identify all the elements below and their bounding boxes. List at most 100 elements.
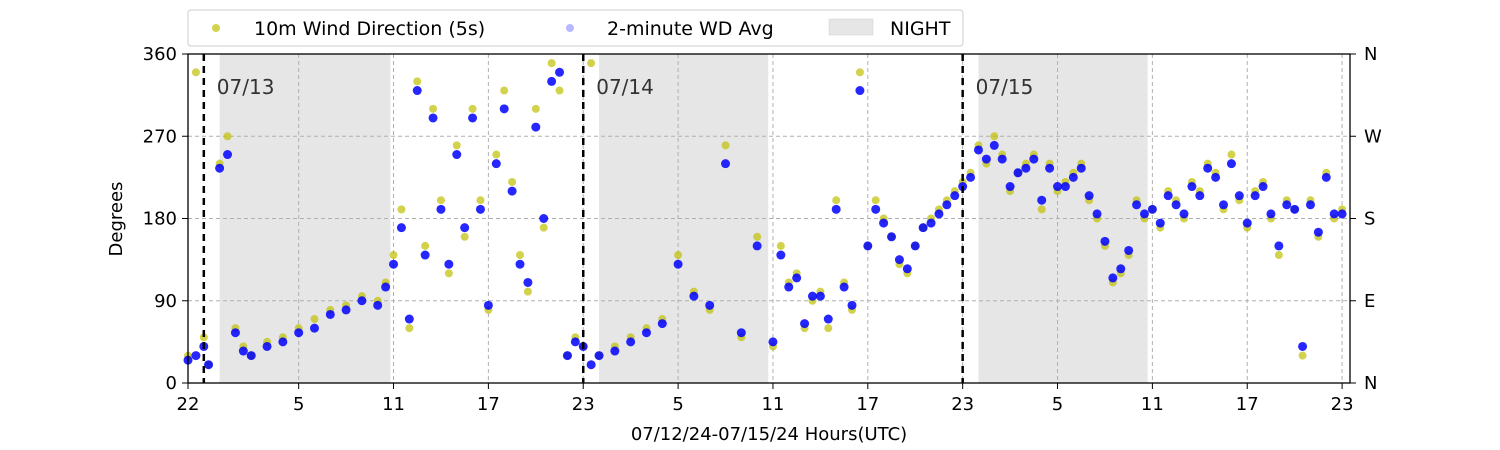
data-point [871, 196, 880, 205]
data-point [444, 269, 453, 278]
data-point [800, 319, 810, 329]
data-point [309, 323, 319, 333]
data-point [1108, 273, 1118, 283]
x-tick-label: 5 [672, 394, 683, 415]
data-point [1029, 154, 1039, 164]
x-tick-label: 5 [1052, 394, 1063, 415]
legend: 10m Wind Direction (5s) 2-minute WD Avg … [187, 9, 964, 47]
night-span-1 [599, 54, 769, 383]
data-point [396, 223, 406, 233]
data-point [223, 132, 232, 141]
data-point [1195, 191, 1205, 201]
data-point [452, 141, 461, 150]
data-point [1092, 209, 1102, 219]
y-axis-left: 0 90 180 270 360 [143, 44, 188, 394]
data-point [389, 251, 398, 260]
data-point [507, 186, 517, 196]
data-point [610, 346, 620, 356]
y-axis-title: Degrees [106, 182, 127, 257]
data-point [1290, 204, 1300, 214]
data-point [1147, 204, 1157, 214]
data-point [341, 305, 351, 315]
data-point [1219, 200, 1229, 210]
data-point [516, 251, 524, 260]
data-point [539, 214, 549, 223]
data-point [1313, 227, 1323, 237]
data-point [705, 300, 715, 310]
y-tick-label: 0 [166, 373, 177, 394]
data-point [673, 259, 683, 269]
legend-marker-wind [212, 24, 220, 32]
y-tick-label: 270 [143, 126, 177, 147]
y2-tick-label: W [1364, 126, 1382, 147]
data-point [689, 291, 699, 301]
data-point [460, 232, 469, 241]
y-tick-label: 90 [154, 291, 177, 312]
data-point [839, 282, 849, 292]
data-point [1274, 241, 1284, 251]
data-point [262, 341, 272, 351]
data-point [887, 232, 897, 242]
data-point [405, 324, 414, 333]
data-point [902, 264, 912, 274]
data-point [483, 300, 493, 310]
data-point [1203, 163, 1213, 173]
data-point [832, 196, 841, 205]
data-point [926, 218, 936, 228]
data-point [807, 291, 817, 301]
data-point [475, 204, 485, 214]
y-tick-label: 360 [143, 44, 177, 65]
data-point [1037, 205, 1046, 214]
data-point [1298, 341, 1308, 351]
data-point [428, 113, 438, 123]
data-point [515, 259, 525, 269]
data-point [1155, 218, 1165, 228]
data-point [460, 223, 470, 233]
data-point [238, 346, 248, 356]
data-point [768, 337, 778, 347]
data-point [1163, 191, 1173, 201]
data-point [1053, 182, 1063, 192]
data-point [823, 314, 833, 324]
legend-label-avg: 2-minute WD Avg [607, 18, 774, 40]
data-point [1068, 172, 1078, 182]
data-point [1234, 191, 1244, 201]
x-axis-title: 07/12/24-07/15/24 Hours(UTC) [631, 424, 907, 445]
data-point [1329, 209, 1339, 219]
data-point [1013, 168, 1023, 178]
data-point [1005, 182, 1015, 192]
legend-marker-avg [566, 24, 574, 32]
x-tick-label: 17 [477, 394, 500, 415]
data-point [570, 337, 580, 347]
data-point [389, 259, 399, 269]
data-point [721, 159, 731, 169]
data-point [1337, 209, 1347, 219]
data-point [1060, 182, 1070, 192]
data-point [990, 132, 999, 141]
data-point [215, 163, 225, 173]
day-marker-label: 07/13 [217, 75, 275, 99]
data-point [753, 232, 762, 241]
data-point [294, 328, 304, 338]
data-point [429, 104, 438, 113]
x-tick-label: 23 [951, 394, 974, 415]
data-point [500, 86, 509, 95]
data-point [523, 277, 533, 287]
data-point [468, 113, 478, 123]
data-point [1250, 191, 1260, 201]
data-point [421, 241, 430, 250]
data-point [1282, 200, 1292, 210]
data-point [792, 273, 802, 283]
legend-box [187, 9, 964, 47]
data-point [1266, 209, 1276, 219]
data-point [736, 328, 746, 338]
data-point [204, 360, 214, 370]
x-tick-label: 11 [382, 394, 405, 415]
legend-patch-night [828, 18, 874, 36]
data-point [815, 291, 825, 301]
data-point [1274, 251, 1283, 260]
data-point [1187, 182, 1197, 192]
day-marker-label: 07/15 [976, 75, 1034, 99]
y2-tick-label: S [1364, 209, 1375, 230]
